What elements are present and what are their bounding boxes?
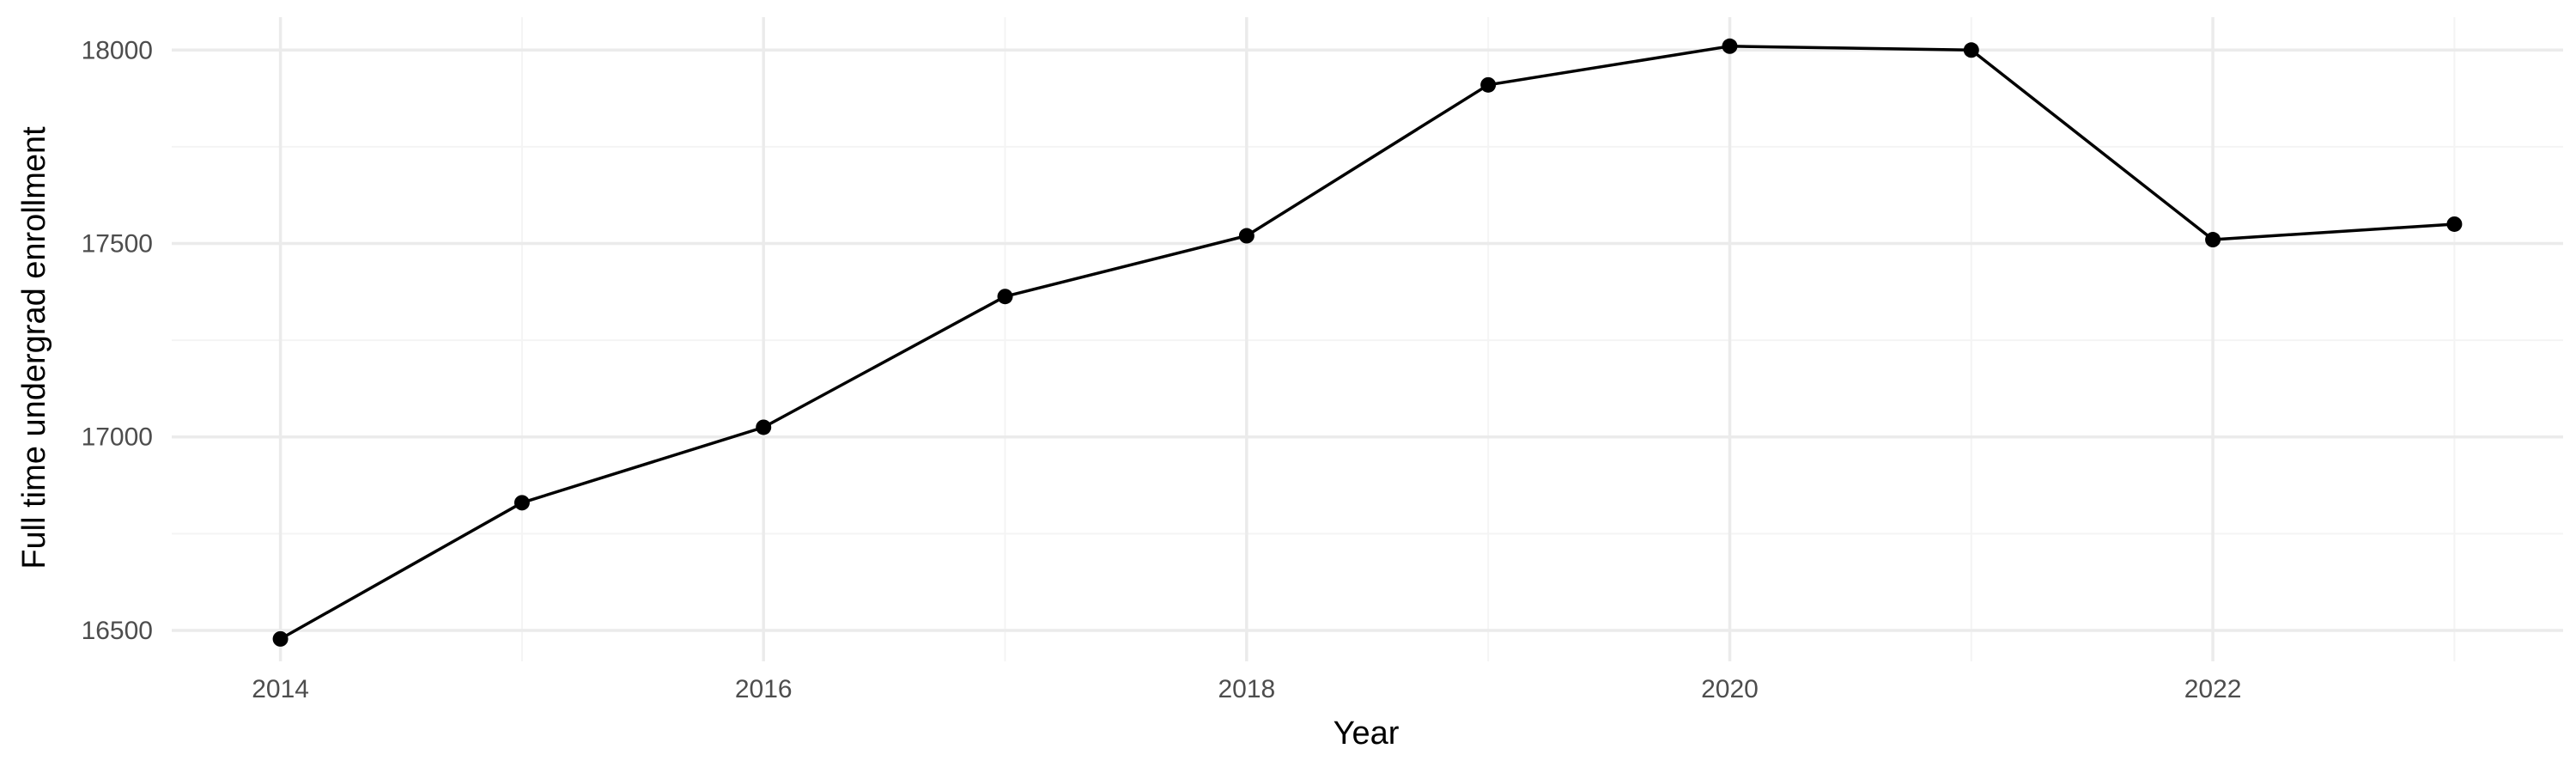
- data-point: [2205, 232, 2221, 248]
- x-tick-label: 2020: [1701, 675, 1759, 703]
- y-tick-label: 17500: [82, 230, 153, 259]
- y-axis-title: Full time undergrad enrollment: [16, 126, 52, 569]
- data-point: [513, 495, 530, 511]
- x-tick-label: 2018: [1218, 675, 1275, 703]
- y-tick-label: 16500: [82, 617, 153, 645]
- series-line: [279, 45, 2455, 641]
- plot-panel: [172, 17, 2563, 661]
- data-point: [756, 419, 772, 435]
- x-axis-title: Year: [1334, 715, 1400, 752]
- data-point: [272, 630, 289, 647]
- data-point: [1480, 76, 1497, 93]
- x-tick-label: 2014: [252, 675, 309, 703]
- data-point: [1238, 228, 1255, 244]
- data-series: [272, 38, 2463, 647]
- x-tick-label: 2022: [2184, 675, 2242, 703]
- data-point: [1722, 38, 1738, 54]
- data-point: [997, 289, 1013, 305]
- data-point: [2446, 216, 2463, 232]
- y-tick-label: 18000: [82, 36, 153, 64]
- x-tick-label: 2016: [735, 675, 793, 703]
- x-axis-tick-labels: 2014 2016 2018 2020 2022: [252, 675, 2241, 703]
- grid-lines: [172, 17, 2563, 661]
- y-axis-tick-labels: 16500 17000 17500 18000: [82, 36, 153, 645]
- y-tick-label: 17000: [82, 423, 153, 452]
- data-point: [1963, 42, 1979, 58]
